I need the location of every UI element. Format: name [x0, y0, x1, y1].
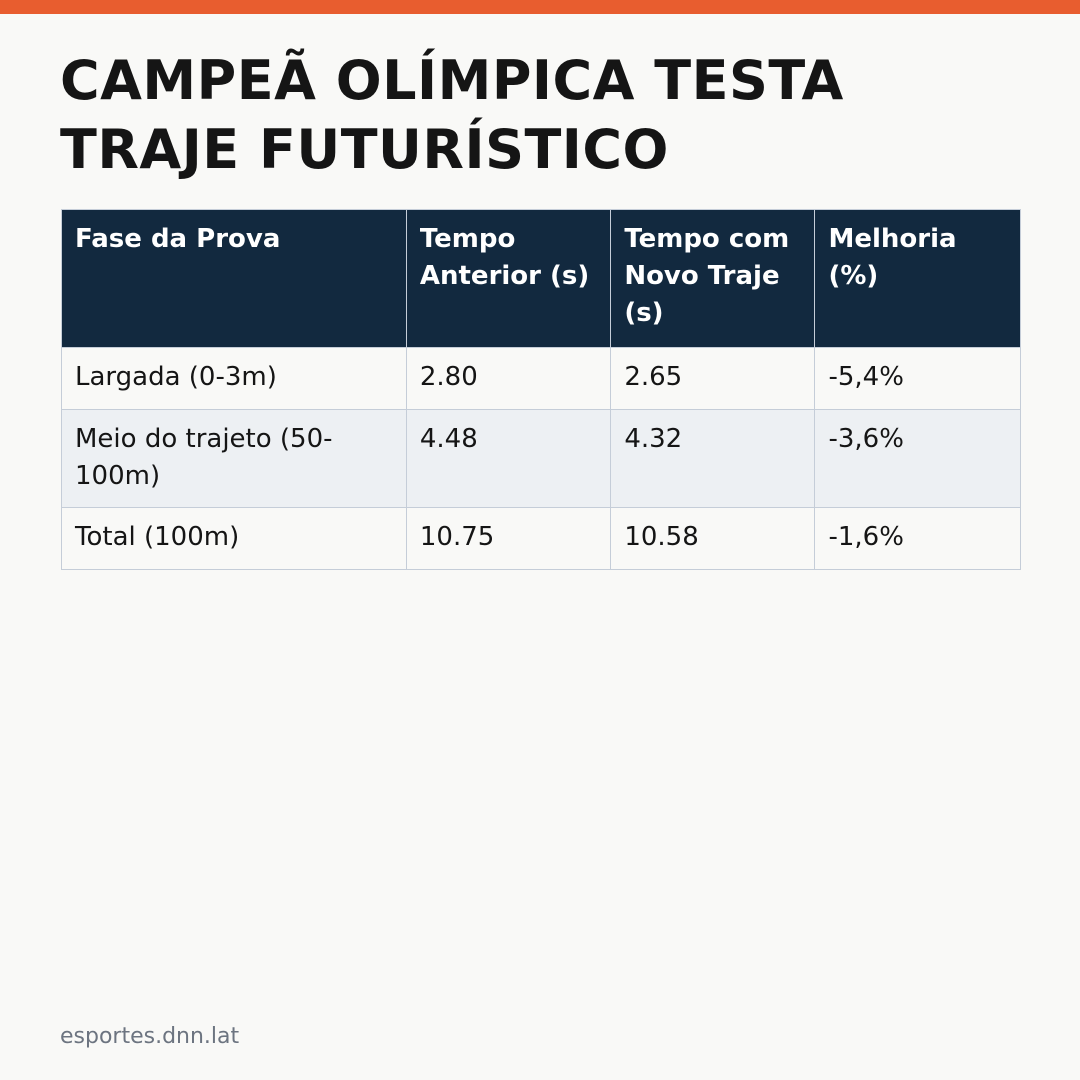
table-cell: -5,4%: [814, 347, 1021, 410]
table-cell: Meio do trajeto (50-100m): [61, 409, 407, 508]
table-head: Fase da Prova Tempo Anterior (s) Tempo com…: [61, 209, 1021, 348]
table-cell: 10.75: [405, 507, 612, 570]
data-table: Fase da Prova Tempo Anterior (s) Tempo com…: [61, 209, 1021, 570]
column-header: Melhoria (%): [814, 209, 1021, 348]
source: esportes.dnn.lat: [60, 1024, 240, 1049]
top-bar: [0, 0, 1080, 14]
table-row: Meio do trajeto (50-100m) 4.48 4.32 -3,6%: [61, 409, 1021, 508]
table-cell: 10.58: [610, 507, 816, 570]
table-row: Largada (0-3m) 2.80 2.65 -5,4%: [61, 347, 1021, 410]
headline: CAMPEÃ OLÍMPICA TESTA TRAJE FUTURÍSTICO: [60, 49, 844, 181]
column-header: Tempo Anterior (s): [405, 209, 612, 348]
table-cell: 4.32: [610, 409, 816, 508]
table-body: Largada (0-3m) 2.80 2.65 -5,4% Meio do traje…: [61, 347, 1021, 570]
table-cell: 4.48: [405, 409, 612, 508]
table-cell: Total (100m): [61, 507, 407, 570]
column-header: Fase da Prova: [61, 209, 407, 348]
table-cell: -1,6%: [814, 507, 1021, 570]
table-cell: -3,6%: [814, 409, 1021, 508]
column-header: Tempo com Novo Traje (s): [610, 209, 816, 348]
table-cell: Largada (0-3m): [61, 347, 407, 410]
table-cell: 2.65: [610, 347, 816, 410]
table-cell: 2.80: [405, 347, 612, 410]
header-row: Fase da Prova Tempo Anterior (s) Tempo com…: [61, 209, 1021, 348]
table-row: Total (100m) 10.75 10.58 -1,6%: [61, 507, 1021, 570]
